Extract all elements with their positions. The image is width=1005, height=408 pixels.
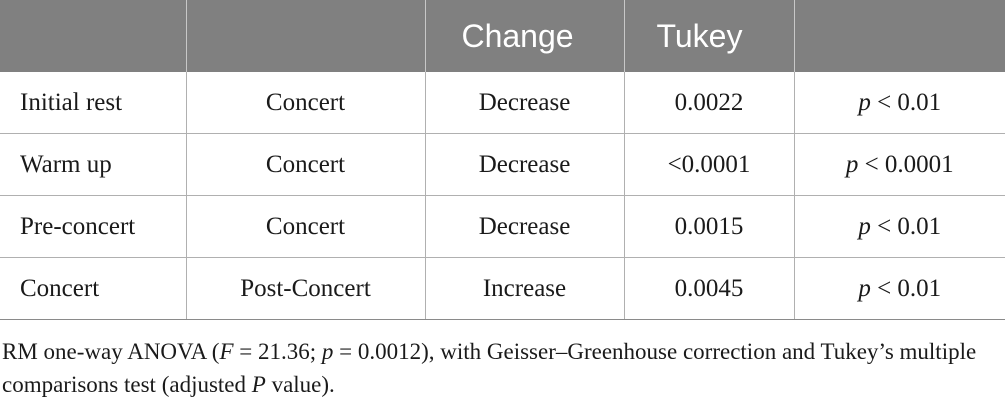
header-row: Change Tukey <box>0 0 1005 72</box>
table-footnote: RM one-way ANOVA (F = 21.36; p = 0.0012)… <box>2 335 1002 401</box>
cell-from: Concert <box>0 257 187 320</box>
cell-change: Decrease <box>425 72 625 134</box>
header-cell-from <box>0 0 187 72</box>
cell-from: Pre-concert <box>0 195 187 258</box>
p-threshold: < 0.01 <box>877 274 942 302</box>
cell-tukey: <0.0001 <box>624 133 795 196</box>
footnote-text-4: value). <box>265 372 335 397</box>
cell-from: Warm up <box>0 133 187 196</box>
footnote-text-1: RM one-way ANOVA ( <box>2 339 220 364</box>
cell-tukey: 0.0015 <box>624 195 795 258</box>
cell-significance: p < 0.01 <box>794 257 1005 320</box>
p-threshold: < 0.01 <box>877 88 942 116</box>
footnote-f-symbol: F <box>219 339 234 364</box>
cell-significance: p < 0.01 <box>794 195 1005 258</box>
p-symbol: p <box>858 274 871 302</box>
cell-significance: p < 0.01 <box>794 72 1005 134</box>
cell-to: Concert <box>186 72 426 134</box>
footnote-p-symbol: p <box>321 339 334 364</box>
p-threshold: < 0.01 <box>877 212 942 240</box>
cell-to: Post-Concert <box>186 257 426 320</box>
header-cell-to <box>186 0 426 72</box>
header-cell-change: Change <box>425 0 625 72</box>
cell-from: Initial rest <box>0 72 187 134</box>
footnote-adjusted-p-symbol: P <box>251 372 266 397</box>
p-threshold: < 0.0001 <box>864 150 954 178</box>
cell-change: Increase <box>425 257 625 320</box>
cell-significance: p < 0.0001 <box>794 133 1005 196</box>
cell-tukey: 0.0022 <box>624 72 795 134</box>
header-cell-tukey: Tukey <box>624 0 795 72</box>
table-row: Warm up Concert Decrease <0.0001 p < 0.0… <box>0 133 1005 196</box>
p-symbol: p <box>858 212 871 240</box>
cell-to: Concert <box>186 133 426 196</box>
footnote-text-3: = 0.0012), with Geisser–Greenhouse corre… <box>2 339 977 397</box>
table-row: Pre-concert Concert Decrease 0.0015 p < … <box>0 195 1005 258</box>
cell-tukey: 0.0045 <box>624 257 795 320</box>
p-symbol: p <box>845 150 859 178</box>
footnote-text-2: = 21.36; <box>233 339 322 364</box>
table-body: Initial rest Concert Decrease 0.0022 p <… <box>0 72 1005 320</box>
cell-change: Decrease <box>425 133 625 196</box>
table-row: Initial rest Concert Decrease 0.0022 p <… <box>0 72 1005 134</box>
p-symbol: p <box>858 88 871 116</box>
cell-to: Concert <box>186 195 426 258</box>
header-cell-significance <box>794 0 1005 72</box>
table-row: Concert Post-Concert Increase 0.0045 p <… <box>0 257 1005 320</box>
comparison-table: Change Tukey Initial rest Concert Decrea… <box>0 0 1005 320</box>
cell-change: Decrease <box>425 195 625 258</box>
table-header: Change Tukey <box>0 0 1005 72</box>
